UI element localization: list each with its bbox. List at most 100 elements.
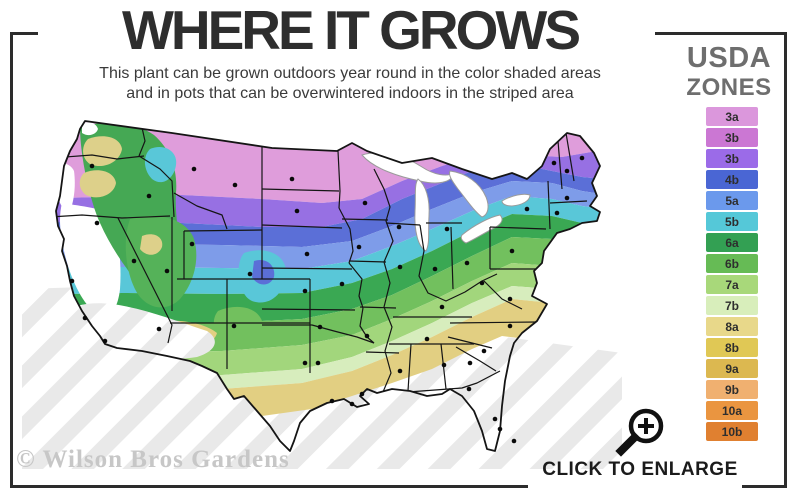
map-dot <box>131 258 137 264</box>
map-dot <box>507 323 513 329</box>
map-dot <box>356 244 362 250</box>
colorado-rockies-blue <box>252 259 275 285</box>
zone-chip-8b-11: 8b <box>706 338 758 357</box>
map-dot <box>189 241 195 247</box>
map-dot <box>554 210 560 216</box>
map-dot <box>191 166 197 172</box>
legend-title: USDA ZONES <box>672 44 786 100</box>
map-dot <box>432 266 438 272</box>
map-dot <box>564 168 570 174</box>
map-dot <box>507 296 513 302</box>
lake-ontario <box>501 193 531 207</box>
map-dot <box>511 438 517 444</box>
map-dot <box>289 176 295 182</box>
map-dot <box>231 323 237 329</box>
frame-bottom-left-segment <box>10 485 528 488</box>
map-dot <box>339 281 345 287</box>
zone-chip-7a-8: 7a <box>706 275 758 294</box>
zone-band-7a <box>56 263 600 381</box>
zone-chip-6a-6: 6a <box>706 233 758 252</box>
map-dot <box>232 182 238 188</box>
map-dot <box>349 401 355 407</box>
subtitle-line-2: and in pots that can be overwintered ind… <box>126 85 574 102</box>
map-dot <box>397 368 403 374</box>
click-to-enlarge-button[interactable]: CLICK TO ENLARGE <box>542 459 738 480</box>
map-dot <box>464 260 470 266</box>
map-dot <box>329 398 335 404</box>
map-dot <box>156 326 162 332</box>
map-dot <box>481 348 487 354</box>
map-dot <box>89 163 95 169</box>
map-dot <box>146 193 152 199</box>
map-dot <box>315 360 321 366</box>
map-dot <box>467 360 473 366</box>
zone-chip-3b-1: 3b <box>706 128 758 147</box>
map-dot <box>424 336 430 342</box>
us-outline <box>55 120 601 452</box>
magnifier-icon[interactable] <box>612 404 674 460</box>
oregon-interior-tan <box>79 170 116 198</box>
zone-chip-3b-2: 3b <box>706 149 758 168</box>
zone-chip-6b-7: 6b <box>706 254 758 273</box>
watermark: © Wilson Bros Gardens <box>16 446 290 473</box>
map-dot <box>579 155 585 161</box>
map-dot <box>317 324 323 330</box>
map-dot <box>466 386 472 392</box>
idaho-rockies-cyan <box>144 146 177 183</box>
map-dot <box>497 426 503 432</box>
map-dot <box>304 251 310 257</box>
map-dot <box>364 333 370 339</box>
map-dot <box>94 220 100 226</box>
zone-chip-9a-12: 9a <box>706 359 758 378</box>
map-dot <box>397 264 403 270</box>
map-dot <box>302 288 308 294</box>
usda-zones-map[interactable] <box>22 110 622 470</box>
lake-huron <box>449 170 489 218</box>
map-dot <box>302 360 308 366</box>
map-dot <box>479 280 485 286</box>
map-dot <box>294 208 300 214</box>
usda-zone-legend: 3a 3b 3b 4b 5a 5b 6a 6b 7a 7b 8a 8b 9a 9b 10a 10b <box>706 107 758 441</box>
frame-bottom-right-segment <box>742 485 787 488</box>
page-title: WHERE IT GROWS <box>121 0 581 61</box>
zone-chip-4b-3: 4b <box>706 170 758 189</box>
frame-top-left-segment <box>10 32 38 35</box>
zone-chip-7b-9: 7b <box>706 296 758 315</box>
map-dot <box>564 195 570 201</box>
legend-title-zones: ZONES <box>686 74 772 101</box>
frame-right <box>784 32 787 488</box>
zone-chip-8a-10: 8a <box>706 317 758 336</box>
map-dot <box>362 200 368 206</box>
map-dot <box>492 416 498 422</box>
map-dot <box>551 160 557 166</box>
map-dot <box>441 362 447 368</box>
nevada-tan-spot <box>140 234 163 255</box>
city-dots <box>69 155 585 444</box>
zone-chip-5b-5: 5b <box>706 212 758 231</box>
zone-chip-5a-4: 5a <box>706 191 758 210</box>
map-dot <box>444 226 450 232</box>
subtitle-line-1: This plant can be grown outdoors year ro… <box>99 65 601 82</box>
map-dot <box>164 268 170 274</box>
zone-chip-3a-0: 3a <box>706 107 758 126</box>
map-dot <box>359 391 365 397</box>
lake-michigan <box>414 178 430 252</box>
frame-left <box>10 32 13 488</box>
map-dot <box>524 206 530 212</box>
zone-chip-10b-15: 10b <box>706 422 758 441</box>
puget-sound-white <box>82 122 98 136</box>
map-dot <box>69 278 75 284</box>
zone-band-7b <box>56 286 600 397</box>
map-dot <box>396 224 402 230</box>
map-dot <box>82 315 88 321</box>
state-borders <box>56 122 588 393</box>
legend-title-usda: USDA <box>686 42 772 74</box>
map-dot <box>439 304 445 310</box>
frame-top-right-segment <box>655 32 787 35</box>
zone-chip-10a-14: 10a <box>706 401 758 420</box>
map-dot <box>102 338 108 344</box>
map-dot <box>247 271 253 277</box>
zone-chip-9b-13: 9b <box>706 380 758 399</box>
map-dot <box>509 248 515 254</box>
